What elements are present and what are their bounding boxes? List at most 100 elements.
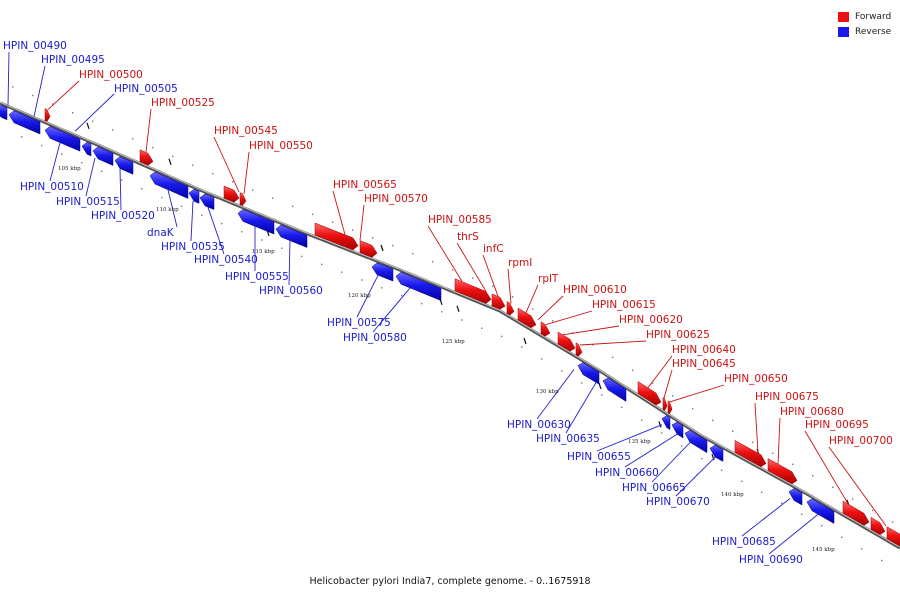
forward-gene-label: infC xyxy=(483,243,504,255)
legend-reverse: Reverse xyxy=(838,24,891,39)
forward-gene[interactable] xyxy=(506,300,515,316)
reverse-gene[interactable] xyxy=(371,262,394,282)
forward-gene[interactable] xyxy=(575,342,583,357)
forward-gene[interactable] xyxy=(314,222,359,251)
scale-tick-label: 115 kbp xyxy=(252,249,275,255)
forward-gene[interactable] xyxy=(667,400,673,415)
reverse-gene[interactable] xyxy=(671,421,684,439)
forward-gene-label: HPIN_00610 xyxy=(563,284,627,296)
reverse-gene-label: HPIN_00660 xyxy=(595,467,659,479)
reverse-gene-label: HPIN_00580 xyxy=(343,332,407,344)
forward-gene-label: rpmI xyxy=(508,257,532,269)
forward-gene[interactable] xyxy=(734,439,767,468)
reverse-gene-label: HPIN_00490 xyxy=(3,40,67,52)
scale-tick-label: 110 kbp xyxy=(156,207,179,213)
reverse-gene-label: HPIN_00685 xyxy=(712,536,776,548)
forward-gene[interactable] xyxy=(359,240,378,258)
forward-gene[interactable] xyxy=(767,458,798,485)
reverse-gene[interactable] xyxy=(237,209,275,235)
forward-gene[interactable] xyxy=(491,293,506,310)
forward-gene-label: HPIN_00565 xyxy=(333,179,397,191)
forward-gene-label: HPIN_00525 xyxy=(151,97,215,109)
reverse-gene-label: HPIN_00635 xyxy=(536,433,600,445)
scale-tick-label: 130 kbp xyxy=(536,389,559,395)
reverse-gene-label: HPIN_00535 xyxy=(161,241,225,253)
forward-gene-label: HPIN_00545 xyxy=(214,125,278,137)
reverse-swatch xyxy=(838,26,849,37)
forward-gene[interactable] xyxy=(517,307,537,329)
reverse-gene-label: HPIN_00520 xyxy=(91,210,155,222)
forward-gene-label: HPIN_00680 xyxy=(780,406,844,418)
forward-gene-label: rplT xyxy=(538,273,559,285)
scale-tick-label: 145 kbp xyxy=(812,547,835,553)
reverse-gene[interactable] xyxy=(661,415,671,431)
forward-gene-label: HPIN_00550 xyxy=(249,140,313,152)
forward-gene[interactable] xyxy=(139,149,154,166)
reverse-gene-label: HPIN_00560 xyxy=(259,285,323,297)
reverse-gene[interactable] xyxy=(788,488,803,506)
scale-tick-label: 135 kbp xyxy=(628,439,651,445)
reverse-gene-label: HPIN_00555 xyxy=(225,271,289,283)
forward-gene[interactable] xyxy=(886,526,900,547)
forward-gene-label: HPIN_00650 xyxy=(724,373,788,385)
reverse-gene[interactable] xyxy=(275,224,308,248)
forward-gene-label: thrS xyxy=(457,231,479,243)
forward-gene-label: HPIN_00570 xyxy=(364,193,428,205)
reverse-gene-label: HPIN_00505 xyxy=(114,83,178,95)
scale-tick-label: 105 kbp xyxy=(58,166,81,172)
forward-gene[interactable] xyxy=(454,278,492,304)
forward-swatch xyxy=(838,11,849,22)
reverse-gene-label: HPIN_00510 xyxy=(20,181,84,193)
reverse-gene[interactable] xyxy=(199,193,215,210)
reverse-gene[interactable] xyxy=(8,110,41,135)
reverse-gene-label: HPIN_00665 xyxy=(622,482,686,494)
forward-gene-label: HPIN_00675 xyxy=(755,391,819,403)
forward-gene[interactable] xyxy=(870,516,886,535)
reverse-gene-label: HPIN_00495 xyxy=(41,54,105,66)
legend-forward: Forward xyxy=(838,9,891,24)
forward-gene-label: HPIN_00620 xyxy=(619,314,683,326)
forward-gene-label: HPIN_00645 xyxy=(672,358,736,370)
reverse-gene[interactable] xyxy=(149,171,189,199)
forward-gene[interactable] xyxy=(44,108,51,122)
reverse-gene-label: HPIN_00690 xyxy=(739,554,803,566)
forward-gene-label: HPIN_00500 xyxy=(79,69,143,81)
forward-gene-label: HPIN_00700 xyxy=(829,435,893,447)
reverse-gene[interactable] xyxy=(806,498,835,524)
forward-gene-label: HPIN_00625 xyxy=(646,329,710,341)
forward-gene-label: HPIN_00640 xyxy=(672,344,736,356)
forward-gene[interactable] xyxy=(637,381,662,406)
reverse-gene[interactable] xyxy=(188,188,200,204)
forward-gene-label: HPIN_00695 xyxy=(805,419,869,431)
forward-gene[interactable] xyxy=(557,331,576,352)
forward-gene[interactable] xyxy=(239,192,247,206)
reverse-gene[interactable] xyxy=(602,377,627,402)
forward-gene[interactable] xyxy=(662,397,668,411)
reverse-gene[interactable] xyxy=(81,141,92,157)
reverse-gene[interactable] xyxy=(44,126,81,152)
backbone-line xyxy=(0,101,900,550)
scale-tick-label: 125 kbp xyxy=(442,339,465,345)
forward-gene[interactable] xyxy=(842,500,870,526)
forward-gene[interactable] xyxy=(540,321,551,337)
reverse-gene[interactable] xyxy=(577,362,600,385)
genome-caption: Helicobacter pylori India7, complete gen… xyxy=(309,576,591,587)
reverse-gene-label: HPIN_00540 xyxy=(194,254,258,266)
forward-gene[interactable] xyxy=(223,185,240,203)
reverse-gene-label: HPIN_00630 xyxy=(507,419,571,431)
legend: Forward Reverse xyxy=(838,9,891,39)
legend-reverse-label: Reverse xyxy=(855,26,892,37)
scale-tick-label: 120 kbp xyxy=(348,293,371,299)
reverse-gene[interactable] xyxy=(395,271,442,301)
reverse-gene[interactable] xyxy=(0,104,8,121)
reverse-gene[interactable] xyxy=(709,444,724,462)
legend-forward-label: Forward xyxy=(855,11,892,22)
forward-gene-label: HPIN_00615 xyxy=(592,299,656,311)
reverse-gene[interactable] xyxy=(684,430,708,454)
reverse-gene[interactable] xyxy=(92,146,114,166)
reverse-gene-label: dnaK xyxy=(147,227,175,239)
scale-tick-label: 140 kbp xyxy=(721,492,744,498)
reverse-gene-label: HPIN_00575 xyxy=(327,317,391,329)
reverse-gene[interactable] xyxy=(114,156,134,175)
